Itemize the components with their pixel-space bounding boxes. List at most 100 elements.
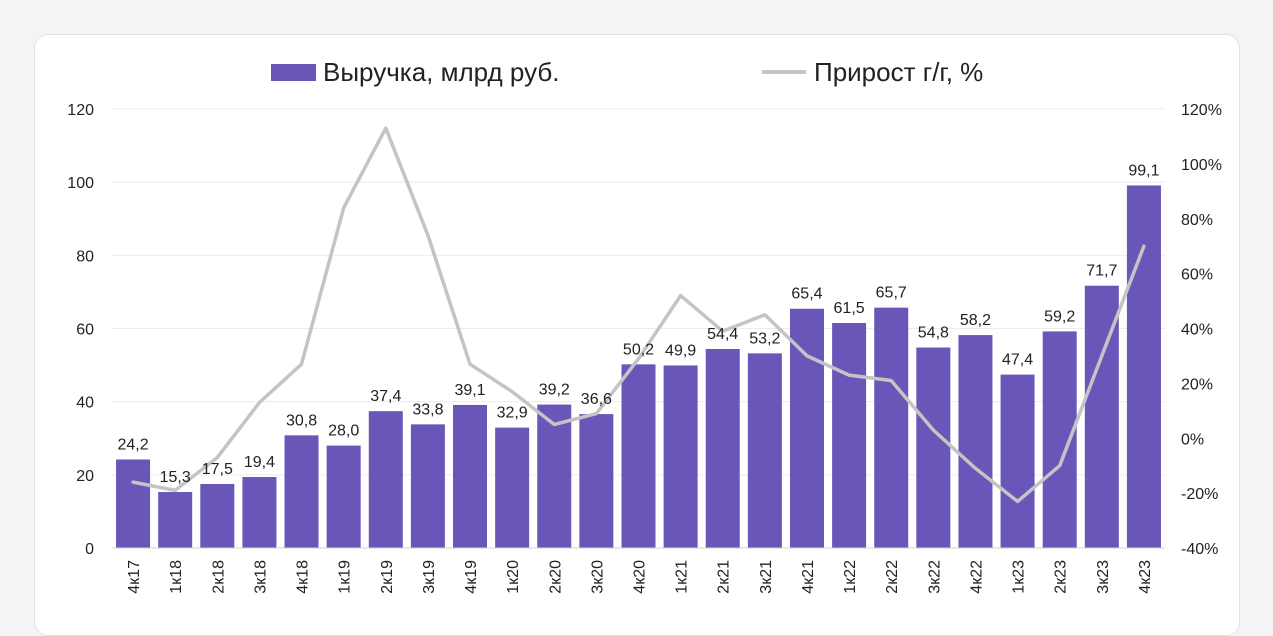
legend-growth-label: Прирост г/г, %	[814, 57, 983, 87]
bar	[1126, 185, 1161, 548]
bar	[579, 414, 614, 548]
x-tick-label: 1к22	[842, 560, 859, 594]
x-tick-label: 3к20	[589, 560, 606, 594]
y-axis-left: 0 20 40 60 80 100 120	[67, 102, 94, 558]
legend-revenue-label: Выручка, млрд руб.	[323, 57, 559, 87]
growth-line	[131, 126, 1146, 504]
y-right-tick-label: 40%	[1181, 322, 1213, 339]
growth-series-line	[131, 126, 1146, 504]
bar	[747, 353, 782, 548]
bar-value-label: 58,2	[960, 312, 991, 329]
bar	[200, 483, 235, 548]
bar	[116, 459, 151, 548]
x-tick-label: 3к18	[252, 560, 269, 594]
y-left-tick-label: 60	[76, 322, 94, 339]
y-right-tick-label: 120%	[1181, 102, 1222, 119]
bar	[832, 323, 867, 548]
bar-value-label: 33,8	[412, 401, 443, 418]
y-left-tick-label: 80	[76, 248, 94, 265]
y-right-tick-label: 100%	[1181, 157, 1222, 174]
x-tick-label: 1к21	[674, 560, 691, 594]
bar-value-label: 30,8	[286, 412, 317, 429]
x-tick-label: 4к17	[126, 560, 143, 594]
bar	[410, 424, 445, 548]
y-left-tick-label: 40	[76, 395, 94, 412]
bar-value-label: 37,4	[370, 388, 401, 405]
x-tick-label: 2к23	[1053, 560, 1070, 594]
y-right-tick-label: 0%	[1181, 431, 1204, 448]
y-right-tick-label: 60%	[1181, 267, 1213, 284]
bar-value-label: 54,4	[707, 326, 738, 343]
bar	[326, 445, 361, 548]
x-tick-label: 1к18	[168, 560, 185, 594]
x-tick-label: 4к20	[632, 560, 649, 594]
bar	[158, 492, 193, 548]
x-tick-label: 3к19	[421, 560, 438, 594]
x-tick-label: 4к19	[463, 560, 480, 594]
legend-bar-swatch	[271, 64, 316, 81]
x-tick-label: 2к19	[379, 560, 396, 594]
bar	[242, 477, 277, 548]
legend: Выручка, млрд руб. Прирост г/г, %	[271, 57, 983, 87]
bar-value-label: 59,2	[1044, 308, 1075, 325]
revenue-growth-chart: 24,2 15,3 17,5 19,4 30,8 28,0 37,4 33,8 39,1 32,9…	[67, 57, 1222, 594]
x-tick-label: 3к23	[1095, 560, 1112, 594]
data-labels: 24,2 15,3 17,5 19,4 30,8 28,0 37,4 33,8 39,1 32,9…	[117, 162, 1159, 486]
x-tick-label: 4к22	[968, 560, 985, 594]
bar	[705, 348, 740, 548]
bar-value-label: 53,2	[749, 330, 780, 347]
x-tick-label: 4к21	[800, 560, 817, 594]
bar	[495, 427, 530, 548]
y-axis-right: -40% -20% 0% 20% 40% 60% 80% 100% 120%	[1181, 102, 1222, 558]
bar	[663, 365, 698, 548]
bar-value-label: 65,7	[876, 285, 907, 302]
bar-value-label: 65,4	[791, 286, 822, 303]
bar-value-label: 28,0	[328, 423, 359, 440]
bar-value-label: 32,9	[497, 405, 528, 422]
x-tick-label: 3к21	[758, 560, 775, 594]
y-left-tick-label: 120	[67, 102, 94, 119]
bar-value-label: 39,1	[454, 382, 485, 399]
x-tick-label: 1к19	[337, 560, 354, 594]
bar-value-label: 19,4	[244, 454, 275, 471]
bar-value-label: 50,2	[623, 341, 654, 358]
bar	[368, 411, 403, 548]
y-right-tick-label: -20%	[1181, 486, 1218, 503]
x-tick-label: 2к20	[547, 560, 564, 594]
x-tick-label: 4к23	[1137, 560, 1154, 594]
x-tick-label: 4к18	[295, 560, 312, 594]
bar	[789, 308, 824, 548]
x-axis: 4к17 1к18 2к18 3к18 4к18 1к19 2к19 3к19 4к19 1к20…	[126, 560, 1154, 594]
x-tick-label: 2к21	[716, 560, 733, 594]
bar	[874, 307, 909, 548]
y-left-tick-label: 100	[67, 175, 94, 192]
bar	[537, 404, 572, 548]
bar-value-label: 15,3	[160, 469, 191, 486]
y-right-tick-label: -40%	[1181, 541, 1218, 558]
bars	[112, 185, 1165, 549]
x-tick-label: 2к18	[210, 560, 227, 594]
y-left-tick-label: 0	[85, 541, 94, 558]
x-tick-label: 3к22	[926, 560, 943, 594]
bar-value-label: 36,6	[581, 391, 612, 408]
bar	[453, 404, 488, 548]
bar-value-label: 61,5	[834, 300, 865, 317]
bar	[621, 364, 656, 548]
y-right-tick-label: 20%	[1181, 376, 1213, 393]
bar-value-label: 49,9	[665, 342, 696, 359]
y-left-tick-label: 20	[76, 468, 94, 485]
bar-value-label: 24,2	[117, 436, 148, 453]
bar	[1000, 374, 1035, 548]
bar	[1042, 331, 1077, 548]
bar	[284, 435, 319, 548]
bar	[916, 347, 951, 548]
y-right-tick-label: 80%	[1181, 212, 1213, 229]
bar-value-label: 39,2	[539, 382, 570, 399]
x-tick-label: 2к22	[884, 560, 901, 594]
x-tick-label: 1к20	[505, 560, 522, 594]
bar-value-label: 17,5	[202, 461, 233, 478]
bar-value-label: 71,7	[1086, 263, 1117, 280]
bar-value-label: 99,1	[1128, 162, 1159, 179]
x-tick-label: 1к23	[1011, 560, 1028, 594]
bar-value-label: 54,8	[918, 325, 949, 342]
